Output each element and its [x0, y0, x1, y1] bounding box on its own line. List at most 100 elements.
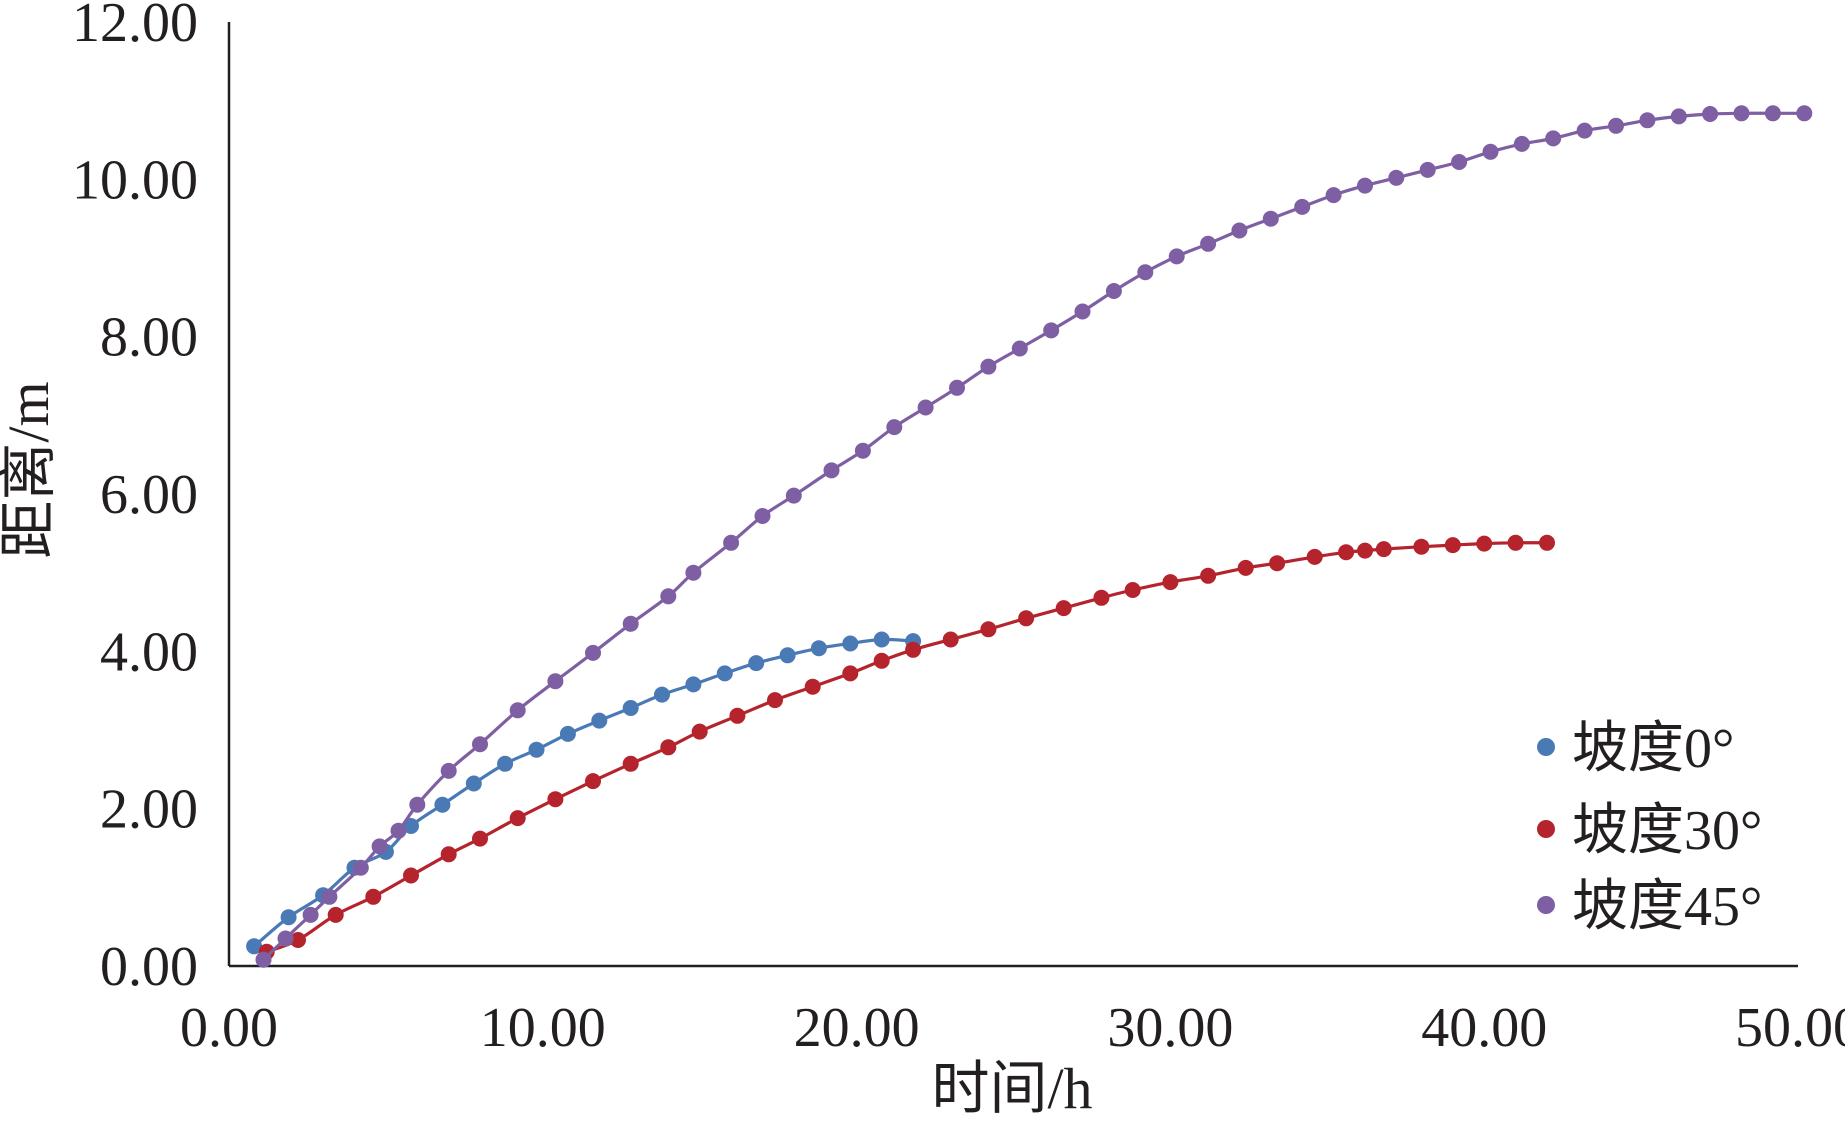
data-point [917, 399, 934, 416]
data-point [723, 534, 740, 551]
data-point [403, 818, 419, 834]
data-point [440, 846, 457, 863]
x-tick-label: 40.00 [1421, 997, 1547, 1059]
data-point [528, 741, 545, 758]
x-tick-label: 0.00 [180, 997, 278, 1059]
data-point [1639, 112, 1656, 129]
data-point [1162, 574, 1179, 591]
data-point [886, 419, 903, 436]
data-point [509, 810, 526, 827]
data-point [873, 631, 890, 648]
legend-item: 坡度30° [1537, 800, 1762, 862]
data-point [873, 652, 890, 669]
data-point [409, 796, 426, 813]
data-point [823, 462, 840, 479]
data-point [942, 631, 959, 648]
data-point [1451, 154, 1468, 170]
axes [227, 22, 1798, 968]
series-2 [255, 105, 1813, 968]
data-point [1507, 534, 1524, 551]
data-point [729, 707, 746, 724]
data-point [547, 791, 564, 808]
data-point [1105, 283, 1122, 299]
data-point [1294, 198, 1311, 215]
data-point [352, 859, 369, 876]
legend-label: 坡度30° [1572, 800, 1762, 862]
data-point [949, 379, 965, 396]
data-point [1043, 322, 1060, 339]
data-point [1357, 177, 1373, 194]
data-point [1168, 248, 1185, 265]
data-point [547, 673, 564, 690]
data-point [1539, 534, 1555, 551]
legend-marker [1537, 896, 1555, 914]
data-point [1074, 303, 1091, 320]
data-point [280, 909, 297, 926]
data-point [785, 487, 802, 504]
data-point [685, 564, 702, 581]
data-point [1357, 542, 1373, 559]
x-tick-label: 20.00 [794, 997, 920, 1059]
data-point [434, 796, 451, 813]
data-point [1388, 169, 1405, 186]
y-tick-label: 8.00 [100, 307, 198, 369]
data-point [685, 676, 702, 693]
data-point [321, 888, 338, 905]
data-point [1576, 122, 1593, 139]
x-tick-label: 30.00 [1107, 997, 1233, 1059]
legend-marker [1537, 820, 1555, 838]
data-point [1419, 161, 1436, 178]
data-point [277, 930, 294, 947]
data-point [767, 692, 783, 709]
legend-marker [1537, 738, 1555, 756]
data-point [1018, 610, 1035, 627]
legend-label: 坡度0° [1572, 718, 1734, 780]
data-point [1545, 130, 1562, 147]
data-point [327, 906, 344, 923]
data-point [654, 686, 670, 703]
data-point [472, 736, 488, 753]
data-point [810, 640, 827, 657]
data-point [1608, 117, 1624, 134]
data-point [1231, 222, 1248, 239]
data-point [622, 700, 639, 716]
data-point [622, 615, 639, 632]
data-point [1476, 535, 1493, 552]
data-point [1444, 537, 1461, 554]
data-point [1124, 582, 1141, 598]
tick-labels: 0.00 10.00 20.00 30.00 40.00 50.00 0.00 2.00 4.0… [72, 0, 1845, 1059]
data-point [497, 755, 514, 772]
series-group [246, 105, 1813, 968]
data-point [585, 773, 601, 790]
data-point [1325, 187, 1342, 204]
x-axis-title: 时间/h [931, 1056, 1092, 1121]
data-point [691, 723, 708, 740]
data-point [1702, 106, 1719, 122]
data-point [465, 775, 482, 792]
data-point [905, 641, 922, 658]
series-1 [258, 534, 1555, 960]
data-point [748, 655, 765, 672]
data-point [365, 888, 382, 905]
series-0 [246, 631, 922, 955]
y-tick-label: 0.00 [100, 936, 198, 998]
data-point [559, 725, 576, 742]
series-line [266, 541, 1548, 954]
data-point [1338, 544, 1355, 561]
data-point [1011, 340, 1028, 357]
data-point [1482, 143, 1499, 160]
data-point [779, 647, 796, 664]
data-point [255, 951, 272, 968]
data-point [660, 588, 677, 605]
data-point [1670, 108, 1687, 125]
data-point [1137, 264, 1154, 281]
data-point [716, 665, 733, 682]
legend-label: 坡度45° [1572, 876, 1762, 938]
data-point [1513, 135, 1530, 152]
data-point [1375, 541, 1392, 558]
data-point [403, 867, 419, 884]
data-point [1262, 210, 1279, 227]
x-tick-label: 50.00 [1735, 997, 1845, 1059]
